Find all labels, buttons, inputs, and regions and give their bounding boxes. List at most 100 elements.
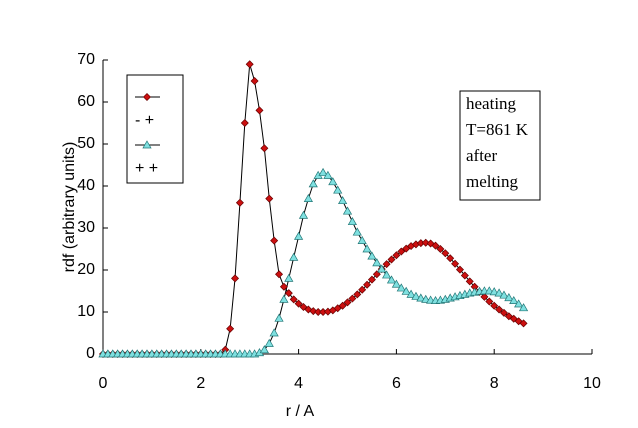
point (264, 338, 274, 347)
point (338, 195, 348, 205)
x-tick-label: 2 (196, 375, 205, 392)
y-tick-label: 10 (77, 303, 95, 320)
point (333, 185, 343, 194)
y-tick-label: 20 (77, 261, 95, 278)
point (494, 288, 504, 297)
point (421, 238, 430, 247)
point (377, 264, 387, 273)
y-tick-label: 40 (77, 177, 95, 194)
y-tick-label: 0 (86, 345, 95, 362)
point (352, 227, 362, 236)
point (460, 271, 469, 280)
point (260, 144, 269, 153)
point (328, 177, 338, 186)
point (406, 289, 416, 298)
point (518, 303, 529, 312)
point (367, 275, 376, 284)
legend-label: - + (135, 112, 154, 129)
point (446, 254, 455, 263)
point (391, 279, 402, 288)
point (441, 249, 450, 258)
point (455, 265, 464, 274)
point (372, 258, 382, 267)
point (514, 299, 524, 308)
point (397, 247, 406, 256)
x-tick-label: 6 (392, 375, 401, 392)
legend-marker (143, 93, 151, 101)
point (382, 260, 391, 269)
point (362, 244, 372, 253)
y-tick-label: 70 (77, 51, 95, 68)
point (465, 277, 474, 286)
point (275, 270, 284, 279)
annotation-text: after (466, 146, 497, 165)
legend-box (126, 74, 184, 184)
point (284, 273, 294, 282)
point (269, 328, 279, 337)
point (279, 294, 289, 303)
point (338, 301, 347, 310)
legend-marker (142, 140, 152, 149)
point (309, 307, 318, 316)
y-axis-label: rdf (arbitrary units) (61, 142, 78, 273)
point (226, 324, 235, 333)
point (387, 255, 396, 264)
point (289, 295, 298, 304)
point (347, 216, 357, 226)
point (279, 282, 288, 291)
point (323, 170, 333, 179)
point (318, 167, 328, 176)
point (382, 270, 392, 279)
point (294, 299, 303, 308)
point (436, 245, 445, 253)
annotation-box (459, 90, 541, 201)
point (509, 295, 519, 305)
point (245, 60, 254, 69)
point (240, 119, 249, 127)
point (499, 308, 508, 317)
point (451, 259, 460, 268)
point (495, 305, 504, 314)
point (343, 298, 352, 307)
point (265, 194, 274, 203)
point (353, 290, 362, 299)
point (480, 292, 489, 301)
legend: - + + + (126, 74, 184, 184)
point (270, 236, 279, 245)
point (485, 297, 494, 306)
point (363, 280, 372, 289)
point (519, 319, 528, 328)
x-tick-label: 10 (583, 375, 601, 392)
point (386, 275, 397, 284)
y-tick-label: 50 (77, 135, 95, 152)
y-tick-label: 60 (77, 93, 95, 110)
point (392, 251, 401, 260)
y-tick-label: 30 (77, 219, 95, 236)
point (284, 289, 293, 298)
x-tick-label: 4 (294, 375, 303, 392)
annotation-text: T=861 K (466, 120, 529, 139)
point (358, 285, 367, 294)
point (298, 210, 309, 219)
point (255, 106, 264, 115)
point (416, 293, 426, 302)
point (259, 345, 269, 354)
point (289, 252, 299, 261)
point (274, 313, 284, 322)
point (250, 77, 259, 85)
point (504, 293, 514, 302)
point (231, 274, 240, 283)
x-tick-label: 8 (490, 375, 499, 392)
x-tick-label: 0 (99, 375, 108, 392)
point (303, 193, 313, 202)
point (431, 241, 440, 250)
point (235, 198, 244, 207)
point (489, 287, 499, 296)
point (490, 301, 499, 310)
point (308, 179, 318, 188)
point (401, 286, 411, 295)
point (357, 235, 367, 244)
point (348, 294, 357, 303)
x-axis-label: r / A (286, 403, 315, 420)
legend-label: + + (135, 160, 158, 177)
